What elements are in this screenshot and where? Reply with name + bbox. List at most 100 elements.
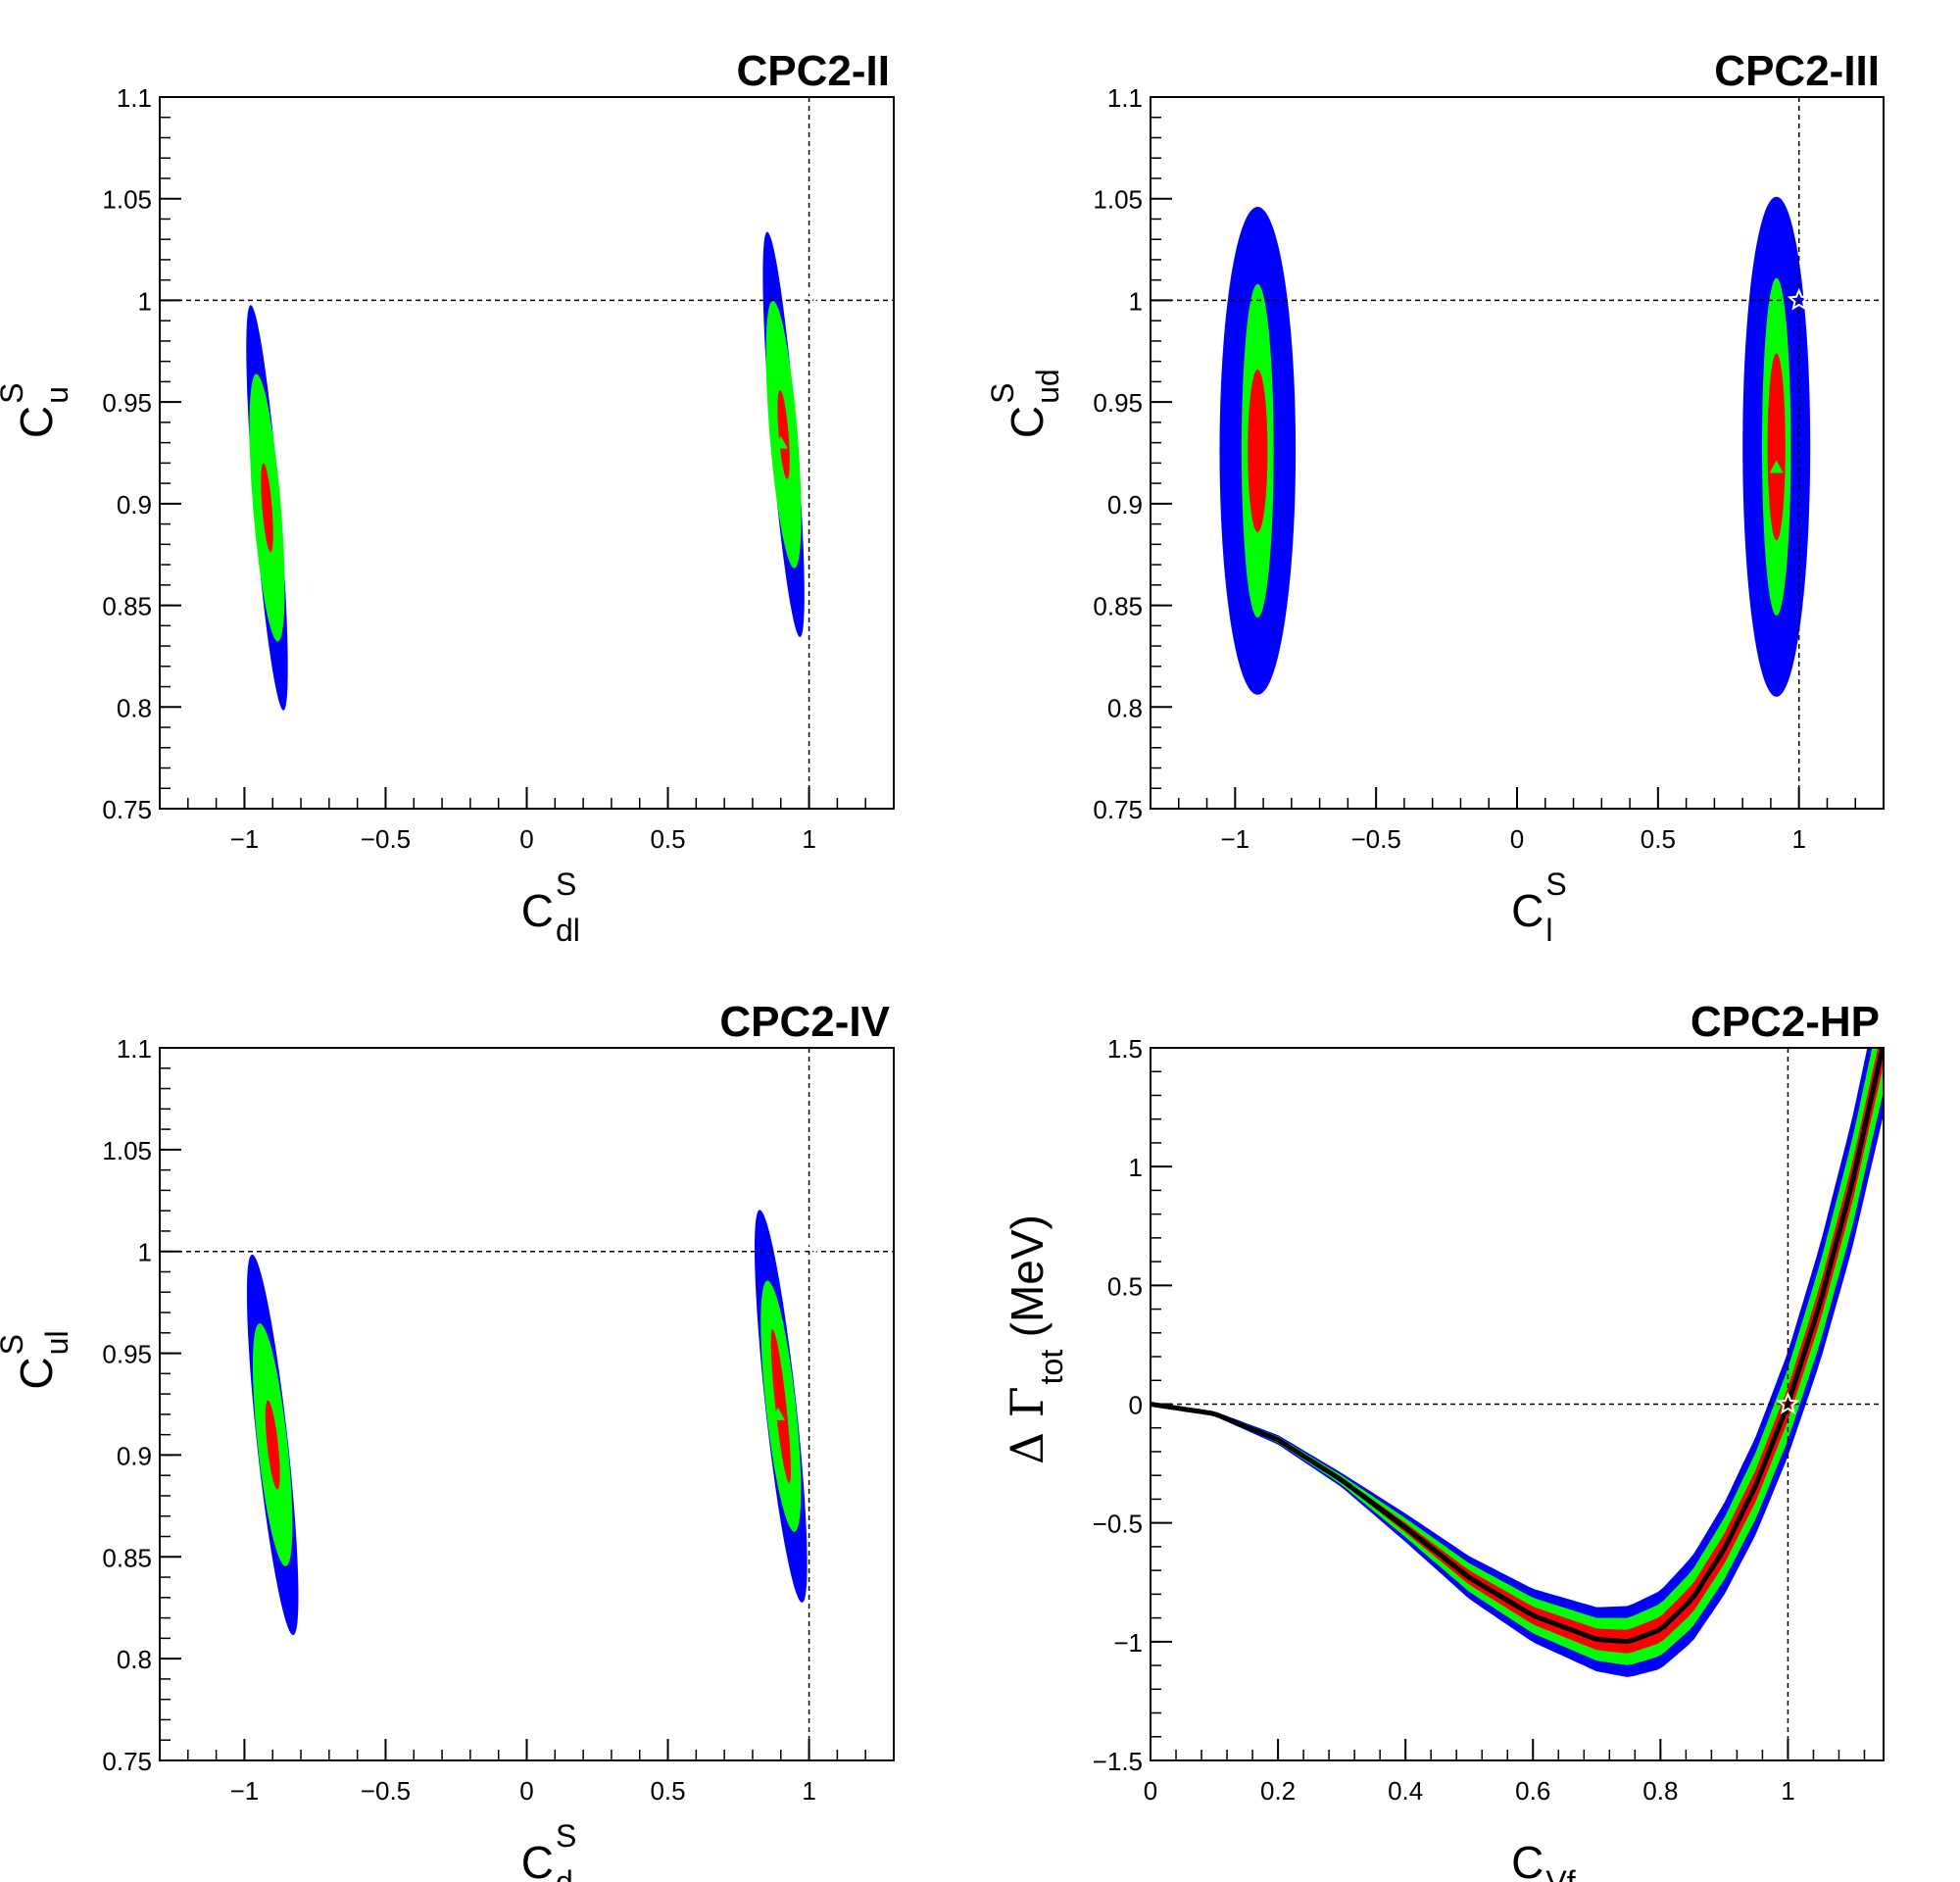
sm-point-star — [797, 1239, 821, 1262]
x-axis-title-sub: d — [556, 1864, 573, 1882]
y-axis-title-group: CS ud — [985, 369, 1065, 438]
best-fit-marker — [773, 435, 788, 449]
x-tick-label: 0.5 — [1641, 824, 1676, 854]
contour-inner-region-2 — [1767, 353, 1786, 541]
x-tick-label: −1 — [230, 1776, 260, 1806]
y-axis-title-sup: S — [985, 383, 1020, 404]
x-tick-label: 0.5 — [650, 1776, 685, 1806]
x-axis-title-sup: S — [556, 867, 576, 902]
y-tick-label: 1.05 — [102, 185, 152, 215]
y-tick-label: 1.05 — [102, 1136, 152, 1165]
central-curve — [1151, 1048, 1884, 1645]
x-axis-title-base: C — [521, 1837, 554, 1882]
y-axis-title-group: CSul — [0, 1330, 74, 1389]
sm-point-star — [797, 287, 821, 311]
y-axis-title: CSu — [0, 383, 74, 439]
y-axis-title-sub: ud — [1030, 369, 1065, 404]
y-tick-label: 0.9 — [117, 1441, 152, 1470]
sm-point-star — [1776, 1391, 1800, 1414]
x-tick-label: −0.5 — [361, 824, 411, 854]
x-tick-label: 0.4 — [1388, 1776, 1423, 1806]
y-axis-title-sub: ul — [39, 1330, 74, 1355]
y-tick-label: 0.9 — [117, 490, 152, 520]
x-tick-label: −1 — [230, 824, 260, 854]
y-tick-label: 0.85 — [102, 1543, 152, 1572]
y-axis-title: CS ud — [985, 369, 1065, 438]
best-fit-marker — [770, 1407, 785, 1420]
y-tick-label: 1 — [1129, 286, 1143, 316]
x-axis-title-sup: S — [1545, 867, 1566, 902]
y-tick-label: 1.5 — [1107, 1034, 1143, 1064]
panel-cpc2-ii: −1 −0.5 0 0.5 1 0.75 0.8 0.85 0.9 0.95 1 1.05 1.1 CP… — [0, 47, 895, 948]
plot-area — [160, 1048, 894, 1760]
x-tick-label: −0.5 — [1350, 824, 1400, 854]
y-tick-label: 1 — [138, 286, 152, 316]
contour-inner-region-2 — [777, 389, 790, 479]
y-tick-label: 0 — [1129, 1391, 1143, 1420]
x-tick-label: 0.6 — [1515, 1776, 1550, 1806]
x-tick-label: 1 — [1791, 824, 1805, 854]
contour-inner-region-2 — [770, 1329, 791, 1484]
y-tick-label: 0.75 — [102, 795, 152, 824]
panel-title: CPC2-IV — [719, 998, 890, 1046]
y-tick-label: 0.8 — [1107, 693, 1143, 722]
plot-area — [1151, 1048, 1884, 1760]
y-axis-title-sup: S — [0, 1334, 29, 1355]
x-axis-title: CSd — [521, 1818, 577, 1882]
y-axis-title: CSul — [0, 1330, 74, 1389]
y-tick-label: 0.8 — [117, 693, 152, 722]
y-tick-label: 0.95 — [102, 1340, 152, 1369]
x-tick-label: 0.8 — [1642, 1776, 1678, 1806]
contour-inner-region-1 — [1248, 369, 1268, 532]
y-tick-label: 1 — [1129, 1153, 1143, 1182]
x-tick-label: 0 — [519, 1776, 533, 1806]
y-tick-label: 0.75 — [1093, 795, 1143, 824]
band-outer — [1151, 1048, 1884, 1677]
panel-title: CPC2-II — [737, 47, 890, 95]
x-axis-title-sub: l — [1545, 913, 1552, 948]
y-tick-label: −0.5 — [1093, 1510, 1143, 1539]
y-axis-title-sub: u — [39, 386, 74, 404]
x-tick-label: −1 — [1220, 824, 1250, 854]
x-tick-label: 0.5 — [650, 824, 685, 854]
y-tick-label: 0.95 — [1093, 388, 1143, 418]
panel-cpc2-iv: −1 −0.5 0 0.5 1 0.75 0.8 0.85 0.9 0.95 1 1.05 1.1 CP… — [0, 998, 895, 1882]
y-tick-label: 0.85 — [102, 592, 152, 621]
y-axis-title-base: C — [1002, 406, 1053, 438]
y-axis-title-suffix: (MeV) — [1002, 1214, 1053, 1337]
y-axis-title-base: C — [11, 406, 62, 438]
panel-cpc2-hp: 0 0.2 0.4 0.6 0.8 1 −1.5 −1 −0.5 0 0.5 1 1.5 CPC2-HP… — [1001, 998, 1885, 1882]
y-axis-title-base: C — [11, 1357, 62, 1389]
y-axis-title-sup: S — [0, 383, 29, 404]
y-axis-title-group: CSu — [0, 383, 74, 439]
y-tick-label: 0.95 — [102, 388, 152, 418]
y-tick-label: 0.85 — [1093, 592, 1143, 621]
x-axis-title-sub: dl — [556, 913, 580, 948]
panel-title: CPC2-HP — [1690, 998, 1880, 1046]
y-axis-title-sub: tot — [1034, 1350, 1069, 1385]
plot-area — [160, 97, 894, 809]
plot-area — [1151, 97, 1884, 809]
x-axis-title: CSl — [1511, 867, 1567, 948]
y-tick-label: 1.1 — [117, 1034, 152, 1064]
y-tick-label: 1 — [138, 1238, 152, 1267]
y-tick-label: 0.75 — [102, 1747, 152, 1776]
contour-inner-region-1 — [261, 463, 273, 553]
contour-inner-region-1 — [265, 1400, 280, 1490]
x-tick-label: −0.5 — [361, 1776, 411, 1806]
y-tick-label: 1.1 — [117, 83, 152, 113]
best-fit-marker — [1769, 460, 1784, 473]
x-tick-label: 1 — [802, 1776, 815, 1806]
band-middle — [1151, 1048, 1884, 1665]
panel-cpc2-iii: −1 −0.5 0 0.5 1 0.75 0.8 0.85 0.9 0.95 1 1.05 1.1 CP… — [985, 47, 1885, 948]
x-tick-label: 0 — [519, 824, 533, 854]
sm-point-star — [1787, 287, 1811, 311]
x-tick-label: 0 — [1144, 1776, 1157, 1806]
band-inner — [1151, 1048, 1884, 1654]
panel-title: CPC2-III — [1714, 47, 1880, 95]
x-tick-label: 0 — [1510, 824, 1524, 854]
y-tick-label: 1.1 — [1107, 83, 1143, 113]
